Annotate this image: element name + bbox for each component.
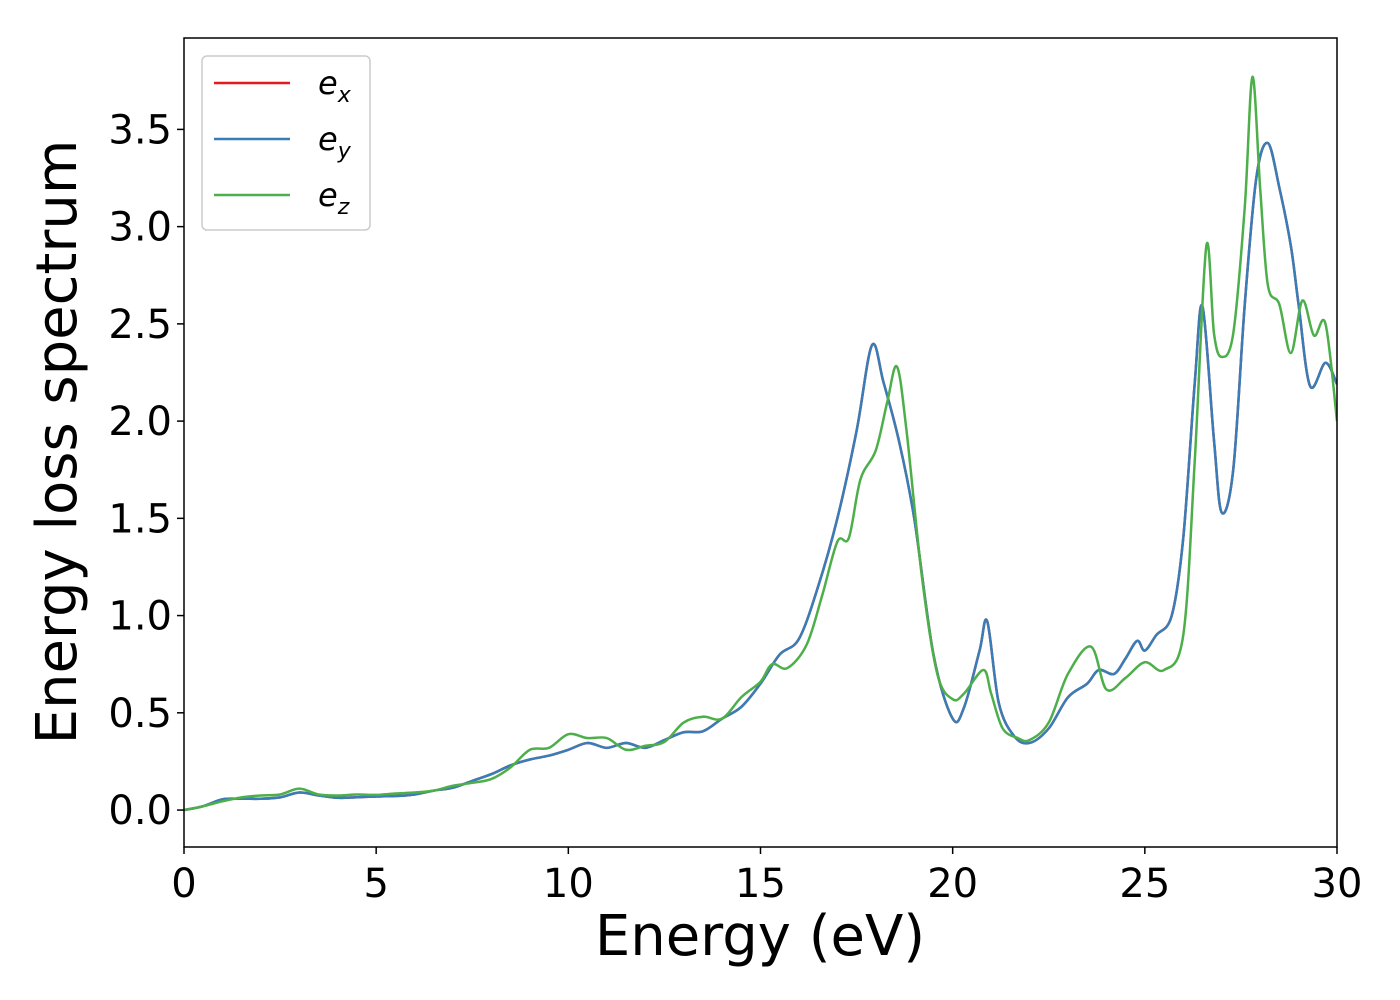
series-line-e-z bbox=[184, 75, 1337, 812]
x-tick-label: 15 bbox=[735, 861, 786, 907]
x-tick-label: 25 bbox=[1119, 861, 1170, 907]
y-tick-label: 2.5 bbox=[108, 302, 172, 348]
series-line-e-x bbox=[184, 141, 1337, 812]
legend-label-e-z: ez bbox=[318, 176, 350, 220]
series-line-e-y bbox=[184, 141, 1337, 812]
y-axis-title: Energy loss spectrum bbox=[25, 140, 90, 745]
y-tick-label: 1.0 bbox=[108, 594, 172, 640]
y-tick-label: 3.0 bbox=[108, 205, 172, 251]
legend-label-e-y: ey bbox=[318, 120, 352, 164]
x-axis-title: Energy (eV) bbox=[595, 904, 925, 969]
x-tick-label: 10 bbox=[543, 861, 594, 907]
y-tick-label: 1.5 bbox=[108, 496, 172, 542]
y-tick-label: 0.0 bbox=[108, 788, 172, 834]
legend: ex ey ez bbox=[201, 55, 371, 231]
y-axis-ticks: 0.0 0.5 1.0 1.5 2.0 2.5 3.0 3.5 bbox=[108, 107, 184, 834]
y-tick-label: 2.0 bbox=[108, 399, 172, 445]
legend-box bbox=[201, 55, 371, 231]
x-tick-label: 5 bbox=[363, 861, 388, 907]
y-tick-label: 0.5 bbox=[108, 691, 172, 737]
y-tick-label: 3.5 bbox=[108, 107, 172, 153]
legend-label-e-x: ex bbox=[318, 64, 352, 108]
x-axis-ticks: 0 5 10 15 20 25 30 bbox=[171, 847, 1362, 907]
series-layer bbox=[184, 75, 1337, 812]
x-tick-label: 30 bbox=[1312, 861, 1363, 907]
x-tick-label: 0 bbox=[171, 861, 196, 907]
x-tick-label: 20 bbox=[927, 861, 978, 907]
